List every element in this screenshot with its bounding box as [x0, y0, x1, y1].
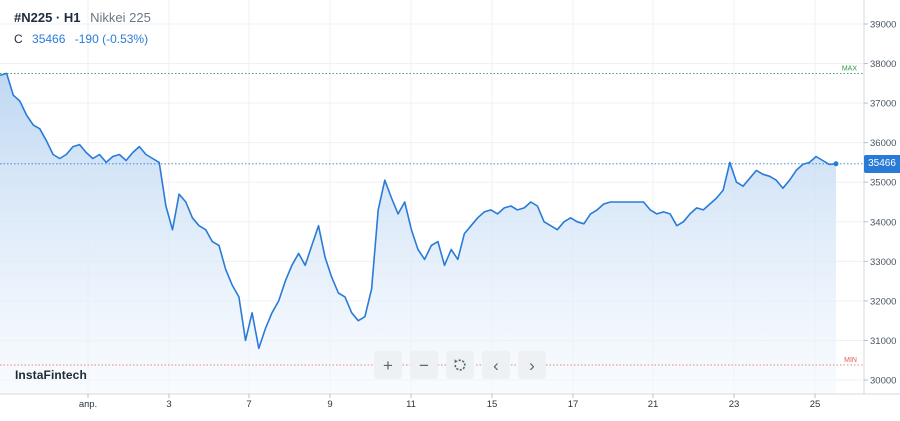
- brand-logo: InstaFintech: [15, 368, 87, 382]
- x-axis: апр. 3 7 9 11 15 17 21 23 25: [0, 393, 900, 410]
- price-line: [0, 72, 837, 350]
- last-price-tag: 35466: [864, 154, 900, 173]
- max-label: MAX: [842, 65, 858, 72]
- x-tick-label: 9: [327, 399, 332, 410]
- reset-button[interactable]: [446, 351, 474, 379]
- last-price-point: [833, 161, 839, 167]
- x-tick-label: 3: [166, 399, 171, 410]
- price-change: -190 (-0.53%): [74, 32, 149, 46]
- min-label: MIN: [844, 357, 857, 364]
- y-tick-label: 30000: [870, 376, 896, 387]
- x-tick-label: апр.: [79, 399, 97, 410]
- price-area-fill: [0, 73, 836, 395]
- y-axis: 39000 38000 37000 36000 35000 34000 33000 32000…: [863, 0, 896, 394]
- zoom-in-button[interactable]: +: [374, 351, 402, 379]
- y-tick-label: 32000: [870, 296, 896, 307]
- y-tick-label: 37000: [870, 99, 896, 110]
- scroll-right-button[interactable]: ›: [518, 351, 546, 379]
- x-tick-label: 21: [648, 399, 659, 410]
- x-tick-label: 25: [810, 399, 821, 410]
- scroll-left-button[interactable]: ‹: [482, 351, 510, 379]
- x-tick-label: 23: [729, 399, 740, 410]
- close-value: 35466: [32, 32, 66, 46]
- series-layer: [0, 72, 839, 350]
- reset-icon: [454, 359, 466, 371]
- x-tick-label: 17: [568, 399, 579, 410]
- x-tick-label: 11: [406, 399, 416, 410]
- x-tick-label: 7: [246, 399, 251, 410]
- y-tick-label: 34000: [870, 217, 896, 228]
- chart-legend: #N225 · H1 Nikkei 225 C 35466 -190 (-0.5…: [14, 9, 151, 48]
- zoom-out-button[interactable]: −: [410, 351, 438, 379]
- y-tick-label: 39000: [870, 20, 896, 31]
- instrument-name: Nikkei 225: [90, 10, 151, 25]
- y-tick-label: 38000: [870, 59, 896, 70]
- ticker-symbol: #N225 · H1: [14, 10, 81, 25]
- x-tick-label: 15: [487, 399, 498, 410]
- y-tick-label: 31000: [870, 336, 896, 347]
- y-tick-label: 36000: [870, 138, 896, 149]
- chart-toolbar: + − ‹ ›: [374, 351, 546, 379]
- close-label: C: [14, 32, 23, 46]
- y-tick-label: 33000: [870, 257, 896, 268]
- y-tick-label: 35000: [870, 178, 896, 189]
